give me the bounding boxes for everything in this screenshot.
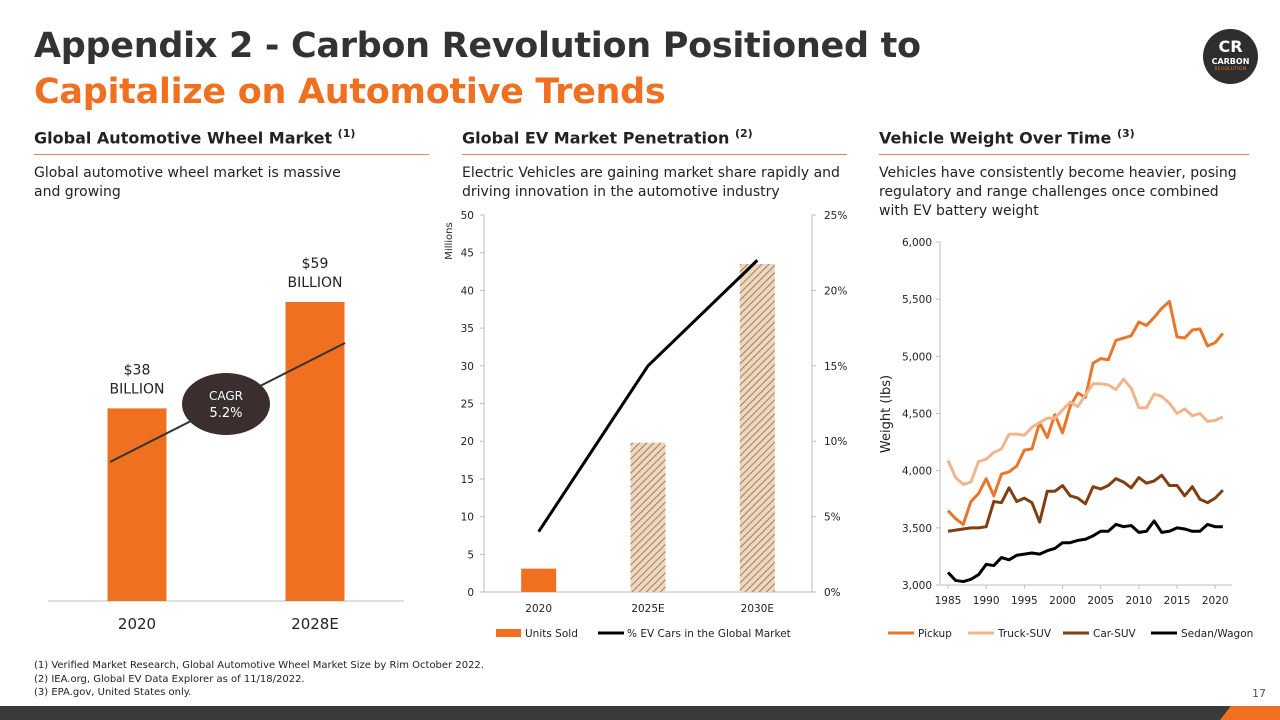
weight-y-tick-label: 5,000	[902, 351, 932, 363]
weight-x-tick-label: 2020	[1202, 595, 1229, 607]
ev-left-tick-label: 20	[461, 436, 474, 448]
vehicle-weight-chart: 3,000 3,500 4,000 4,500 5,000 5,500 6,000 1985 1…	[879, 237, 1253, 640]
weight-x-tick-label: 2010	[1125, 595, 1152, 607]
wheel-bar-label-unit: BILLION	[288, 275, 343, 291]
wheel-market-chart: $38 BILLION 2020 $59 BILLION 2028E CAGR 5.2%	[48, 256, 404, 633]
weight-line-sedan-wagon	[946, 519, 1223, 584]
vehicle-weight-title-text: Vehicle Weight Over Time	[879, 128, 1112, 148]
ev-penetration-title-text: Global EV Market Penetration	[462, 128, 730, 148]
weight-line-truck-suv	[946, 377, 1224, 486]
vehicle-weight-divider	[879, 154, 1249, 155]
page-number: 17	[1252, 687, 1266, 700]
weight-y-tick-label: 3,500	[902, 523, 932, 535]
ev-legend-label-units: Units Sold	[525, 628, 578, 640]
weight-line-car-suv	[947, 473, 1224, 533]
page-title-line-1: Appendix 2 - Carbon Revolution Positione…	[34, 26, 921, 66]
weight-y-tick-label: 4,500	[902, 409, 932, 421]
weight-y-tick-label: 6,000	[902, 237, 932, 249]
ev-y-axis-label: Millions	[444, 222, 455, 259]
vehicle-weight-description: Vehicles have consistently become heavie…	[879, 165, 1237, 219]
logo-subname: REVOLUTION	[1214, 67, 1247, 72]
ev-right-tick-label: 10%	[824, 436, 847, 448]
wheel-bar-label-unit: BILLION	[110, 381, 165, 397]
wheel-market-footnote-ref: (1)	[337, 127, 356, 140]
ev-units-bar-2020	[521, 568, 557, 592]
cagr-bubble	[182, 373, 270, 435]
weight-y-axis-label: Weight (lbs)	[879, 375, 894, 453]
cagr-label: CAGR	[209, 389, 243, 403]
ev-right-tick-label: 15%	[824, 361, 847, 373]
wheel-bar-label-value: $59	[302, 256, 329, 272]
ev-units-bar-2030E	[739, 264, 775, 592]
footnote-1: (1) Verified Market Research, Global Aut…	[34, 660, 484, 671]
ev-category-label: 2025E	[631, 603, 664, 615]
ev-left-tick-label: 25	[461, 399, 474, 411]
ev-penetration-chart: 0 5 10 15 20 25 30 35 40 45 50 0% 5% 10% 15% 20% 25% Mill…	[444, 210, 847, 640]
ev-left-tick-label: 15	[461, 474, 474, 486]
weight-x-tick-label: 1985	[935, 595, 962, 607]
ev-left-tick-label: 30	[461, 361, 474, 373]
cagr-value: 5.2%	[209, 406, 242, 421]
ev-legend-label-line: % EV Cars in the Global Market	[627, 628, 791, 640]
ev-units-bar-2025E	[630, 442, 666, 592]
wheel-bar-2020	[107, 408, 167, 601]
ev-penetration-divider	[462, 154, 847, 155]
logo-mark: CR	[1218, 37, 1243, 56]
ev-right-tick-label: 20%	[824, 285, 847, 297]
weight-legend-label: Truck-SUV	[997, 628, 1052, 640]
weight-x-tick-label: 1990	[973, 595, 1000, 607]
wheel-bar-2028E	[285, 302, 345, 601]
weight-y-tick-label: 3,000	[902, 580, 932, 592]
logo-name: CARBON	[1211, 57, 1250, 66]
ev-category-label: 2020	[525, 603, 552, 615]
ev-left-tick-label: 35	[461, 323, 474, 335]
wheel-market-description: Global automotive wheel market is massiv…	[34, 165, 341, 200]
footnote-3: (3) EPA.gov, United States only.	[34, 687, 192, 698]
ev-left-tick-label: 45	[461, 248, 474, 260]
ev-penetration-description: Electric Vehicles are gaining market sha…	[462, 165, 840, 200]
footnotes: (1) Verified Market Research, Global Aut…	[34, 659, 484, 700]
vehicle-weight-section-title: Vehicle Weight Over Time (3)	[879, 127, 1135, 147]
wheel-category-label: 2028E	[291, 615, 339, 633]
ev-penetration-footnote-ref: (2)	[734, 127, 753, 140]
footer-bar	[0, 706, 1280, 720]
ev-left-tick-label: 0	[467, 587, 474, 599]
vehicle-weight-footnote-ref: (3)	[1116, 127, 1135, 140]
ev-category-label: 2030E	[741, 603, 774, 615]
ev-left-tick-label: 10	[461, 512, 474, 524]
ev-left-tick-label: 5	[467, 549, 474, 561]
weight-legend-label: Car-SUV	[1093, 628, 1137, 640]
ev-left-tick-label: 50	[461, 210, 474, 222]
page-title-line-2: Capitalize on Automotive Trends	[34, 72, 666, 112]
weight-legend-label: Pickup	[918, 628, 952, 640]
weight-x-tick-label: 2015	[1164, 595, 1191, 607]
ev-right-tick-label: 5%	[824, 512, 841, 524]
carbon-revolution-logo-icon: CR CARBON REVOLUTION	[1203, 29, 1258, 84]
ev-legend-swatch-units	[496, 629, 521, 637]
ev-left-tick-label: 40	[461, 285, 474, 297]
wheel-bar-label-value: $38	[124, 362, 151, 378]
weight-x-tick-label: 2000	[1049, 595, 1076, 607]
weight-x-tick-label: 2005	[1087, 595, 1114, 607]
wheel-category-label: 2020	[118, 615, 156, 633]
footnote-2: (2) IEA.org, Global EV Data Explorer as …	[34, 673, 305, 685]
weight-legend-label: Sedan/Wagon	[1181, 628, 1253, 640]
weight-x-tick-label: 1995	[1011, 595, 1038, 607]
wheel-market-divider	[34, 154, 429, 155]
ev-right-tick-label: 0%	[824, 587, 841, 599]
weight-y-tick-label: 4,000	[902, 466, 932, 478]
ev-right-tick-label: 25%	[824, 210, 847, 222]
footer-accent	[1220, 706, 1280, 720]
wheel-market-title-text: Global Automotive Wheel Market	[34, 128, 333, 148]
weight-y-tick-label: 5,500	[902, 294, 932, 306]
ev-penetration-line	[537, 259, 759, 533]
wheel-market-section-title: Global Automotive Wheel Market (1)	[34, 127, 355, 147]
ev-penetration-section-title: Global EV Market Penetration (2)	[462, 127, 753, 147]
